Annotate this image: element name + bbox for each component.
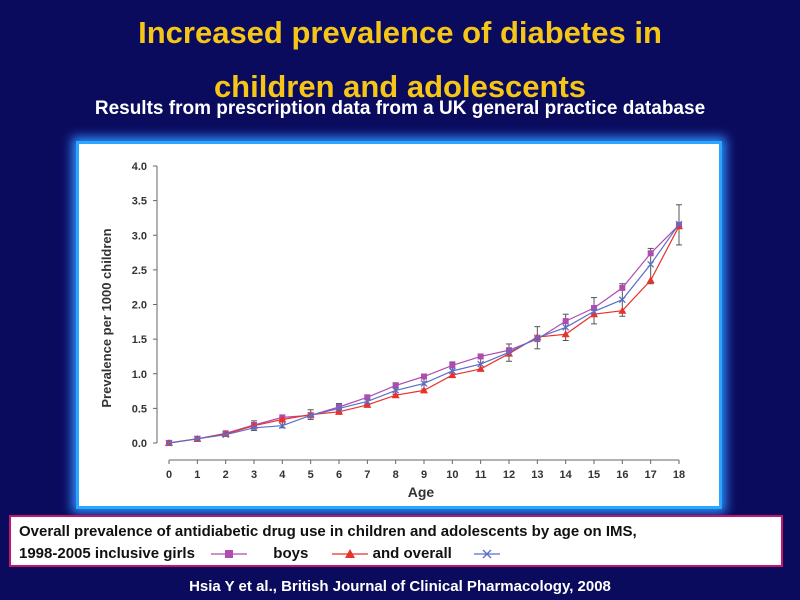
point-overall bbox=[562, 323, 570, 331]
title-line-1: Increased prevalence of diabetes in bbox=[138, 15, 662, 50]
point-overall bbox=[448, 367, 456, 375]
x-tick-label: 2 bbox=[223, 469, 229, 481]
point-girls bbox=[619, 284, 626, 291]
point-boys bbox=[420, 386, 428, 394]
legend-girls-marker bbox=[211, 550, 248, 559]
caption-girls-text: 1998-2005 inclusive girls bbox=[19, 545, 195, 562]
point-boys bbox=[335, 407, 343, 415]
point-girls bbox=[647, 250, 654, 257]
x-tick-label: 15 bbox=[588, 469, 600, 481]
point-overall bbox=[278, 422, 286, 430]
point-girls bbox=[591, 304, 597, 311]
x-tick-label: 11 bbox=[475, 469, 487, 481]
series-layer bbox=[165, 220, 683, 447]
legend-overall-label: and overall bbox=[372, 545, 452, 562]
title-line-2: children and adolescents bbox=[213, 69, 587, 104]
legend-boys-marker bbox=[332, 549, 369, 559]
x-tick-label: 4 bbox=[279, 469, 286, 481]
x-tick-label: 14 bbox=[560, 469, 573, 481]
x-tick-label: 8 bbox=[393, 469, 399, 481]
citation: Hsia Y et al., British Journal of Clinic… bbox=[189, 578, 611, 595]
x-tick-label: 6 bbox=[336, 469, 342, 481]
slide-subtitle: Results from prescription data from a UK… bbox=[94, 98, 706, 119]
y-tick-label: 2.0 bbox=[132, 300, 147, 312]
x-tick-label: 18 bbox=[673, 469, 685, 481]
point-girls bbox=[421, 373, 427, 380]
point-overall bbox=[647, 260, 655, 268]
y-tick-label: 1.0 bbox=[132, 369, 147, 381]
point-boys bbox=[590, 310, 598, 318]
series-line-boys bbox=[168, 225, 680, 444]
y-tick-label: 0.0 bbox=[132, 438, 147, 450]
point-overall bbox=[420, 379, 428, 387]
point-overall bbox=[505, 348, 513, 356]
point-girls bbox=[449, 362, 456, 369]
error-bar-layer bbox=[251, 204, 682, 432]
y-tick-label: 2.5 bbox=[132, 265, 147, 277]
y-tick-label: 1.5 bbox=[132, 334, 147, 346]
prevalence-chart: 0.00.51.01.52.02.53.03.54.00 1 2 3 4 5 6 7 8 9 10 1… bbox=[99, 161, 685, 500]
point-overall bbox=[307, 411, 315, 419]
point-overall bbox=[477, 360, 485, 368]
point-overall bbox=[533, 334, 541, 342]
point-overall bbox=[590, 307, 598, 315]
caption-box: Overall prevalence of antidiabetic drug … bbox=[9, 515, 783, 567]
y-tick-label: 3.0 bbox=[132, 230, 147, 242]
point-overall bbox=[250, 424, 258, 432]
y-tick-label: 3.5 bbox=[132, 196, 147, 208]
x-tick-label: 7 bbox=[364, 469, 370, 481]
y-tick-label: 0.5 bbox=[132, 403, 147, 415]
x-tick-label: 13 bbox=[531, 469, 543, 481]
point-girls bbox=[562, 318, 569, 325]
x-tick-label: 0 bbox=[166, 469, 172, 481]
point-boys bbox=[250, 421, 258, 429]
point-girls bbox=[336, 403, 342, 410]
y-tick-label: 4.0 bbox=[132, 161, 147, 173]
point-boys bbox=[561, 330, 570, 338]
axes-layer: 0.00.51.01.52.02.53.03.54.00 1 2 3 4 5 6 7 8 9 10 1… bbox=[132, 161, 685, 481]
point-boys bbox=[391, 391, 400, 399]
x-tick-label: 9 bbox=[421, 469, 427, 481]
point-overall bbox=[222, 431, 230, 439]
point-girls bbox=[477, 353, 484, 360]
point-overall bbox=[193, 435, 201, 443]
point-overall bbox=[363, 397, 371, 405]
legend-boys-label: boys bbox=[273, 545, 309, 562]
point-boys bbox=[363, 400, 372, 408]
x-axis-label: Age bbox=[408, 484, 435, 500]
legend-overall-marker bbox=[474, 549, 501, 559]
caption-line-1: Overall prevalence of antidiabetic drug … bbox=[19, 523, 637, 540]
x-tick-label: 1 bbox=[194, 469, 200, 481]
point-overall bbox=[675, 220, 683, 228]
x-tick-label: 17 bbox=[645, 469, 657, 481]
y-axis-label: Prevalence per 1000 children bbox=[99, 228, 114, 407]
x-tick-label: 16 bbox=[616, 469, 628, 481]
chart-frame: 0.0 0.5 1.0 1.5 2.0 2.5 3.0 3.5 4.0 0 1 2 3 4 5 6 7 8 9 10 1… bbox=[76, 141, 722, 509]
point-boys bbox=[476, 364, 485, 372]
series-line-overall bbox=[168, 223, 680, 444]
slide-title: Increased prevalence of diabetes in chil… bbox=[0, 6, 800, 114]
series-line-girls bbox=[168, 224, 680, 444]
point-girls bbox=[364, 394, 371, 401]
x-tick-label: 10 bbox=[446, 469, 458, 481]
x-tick-label: 5 bbox=[308, 469, 314, 481]
point-overall bbox=[618, 296, 626, 304]
point-overall bbox=[392, 386, 400, 394]
point-boys bbox=[448, 371, 457, 379]
point-boys bbox=[278, 415, 287, 423]
point-girls bbox=[392, 382, 399, 389]
caption-line-2: 1998-2005 inclusive girls boys and overa… bbox=[19, 543, 773, 565]
point-overall bbox=[165, 439, 173, 447]
x-tick-label: 12 bbox=[503, 469, 515, 481]
point-boys bbox=[646, 276, 655, 284]
point-boys bbox=[618, 306, 627, 314]
x-tick-label: 3 bbox=[251, 469, 257, 481]
point-overall bbox=[335, 404, 343, 412]
